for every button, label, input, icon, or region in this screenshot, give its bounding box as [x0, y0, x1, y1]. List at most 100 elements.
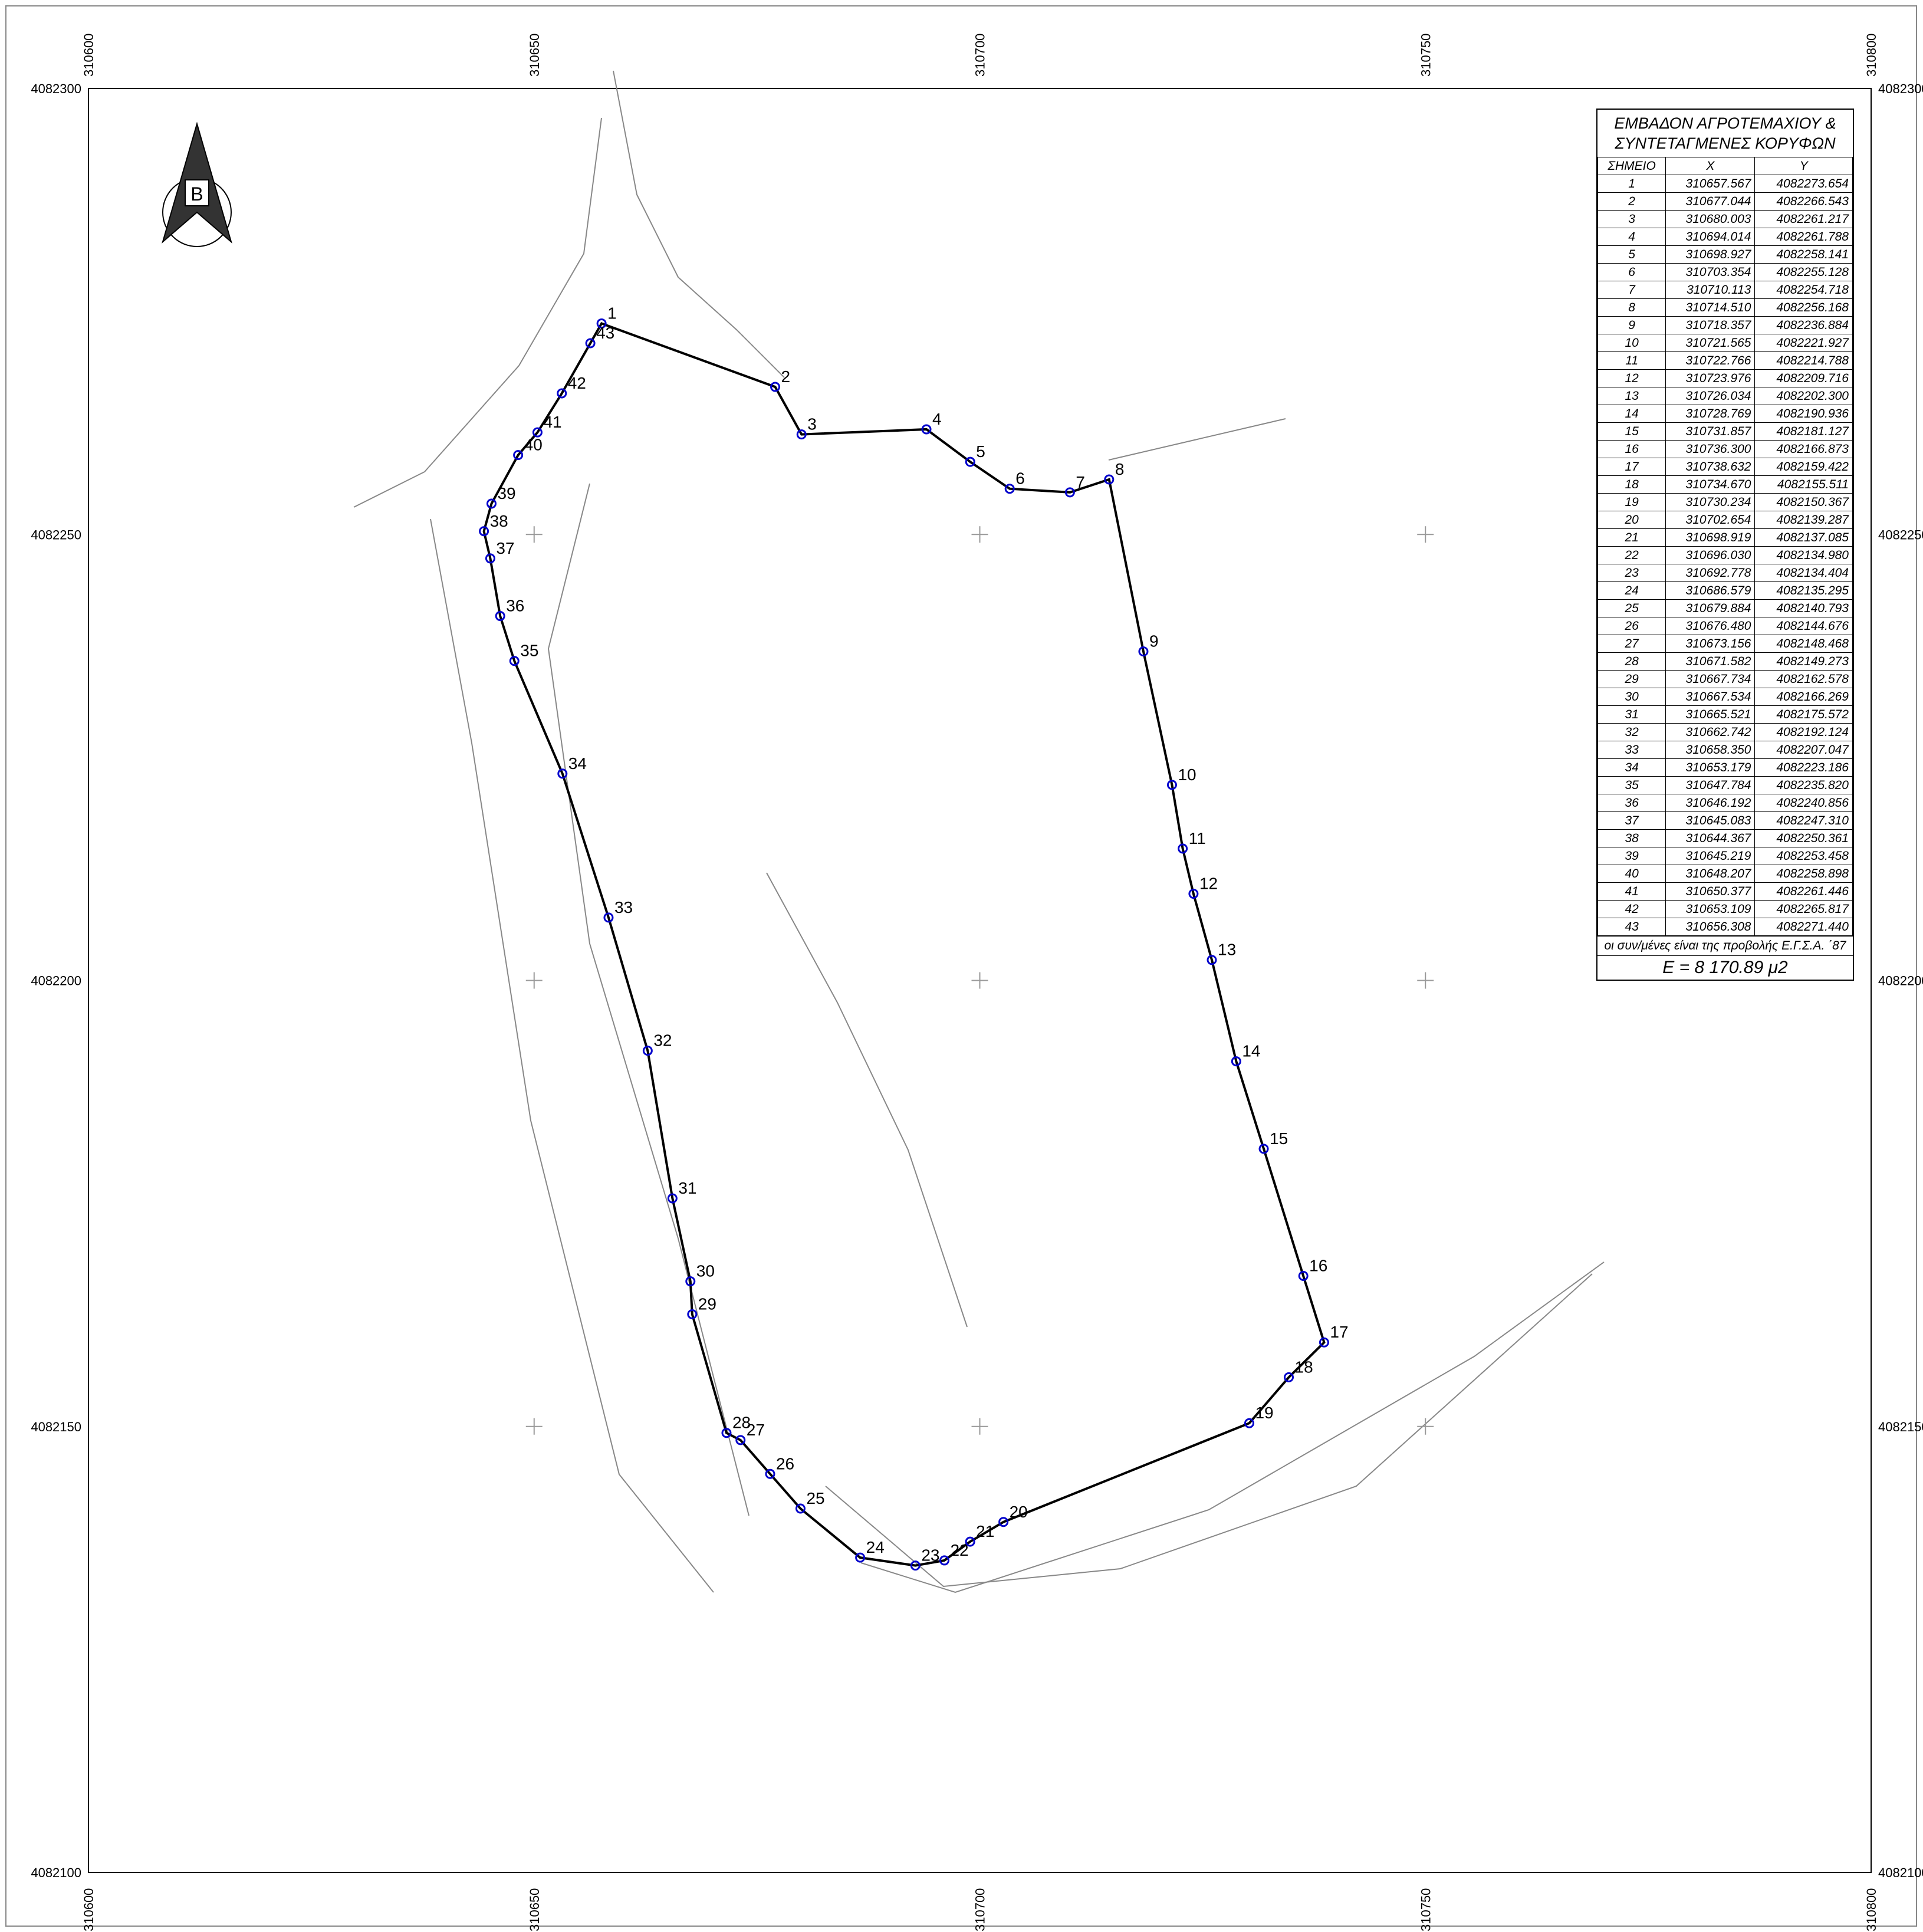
- vertex: [667, 1193, 678, 1204]
- table-cell: 4082266.543: [1754, 192, 1853, 211]
- table-row: 8 310714.510 4082256.168: [1597, 298, 1853, 317]
- table-cell: 7: [1597, 281, 1666, 299]
- table-cell: 310710.113: [1665, 281, 1756, 299]
- table-row: 30 310667.534 4082166.269: [1597, 688, 1853, 706]
- table-cell: 310653.109: [1665, 900, 1756, 918]
- vertex: [1004, 484, 1015, 494]
- table-row: 41 310650.377 4082261.446: [1597, 882, 1853, 901]
- table-cell: 310650.377: [1665, 882, 1756, 901]
- title-line: ΣΥΝΤΕΤΑΓΜΕΝΕΣ ΚΟΡΥΦΩΝ: [1615, 134, 1836, 152]
- x-tick-label: 310600: [81, 34, 96, 77]
- table-cell: 310692.778: [1665, 564, 1756, 582]
- table-cell: 15: [1597, 422, 1666, 441]
- table-cell: 9: [1597, 316, 1666, 334]
- vertex: [965, 456, 975, 467]
- table-row: 3 310680.003 4082261.217: [1597, 210, 1853, 228]
- table-row: 36 310646.192 4082240.856: [1597, 794, 1853, 812]
- table-cell: 21: [1597, 528, 1666, 547]
- vertex-label: 11: [1189, 829, 1206, 847]
- table-cell: 33: [1597, 741, 1666, 759]
- table-cell: 4082166.269: [1754, 688, 1853, 706]
- table-cell: 40: [1597, 865, 1666, 883]
- table-row: 35 310647.784 4082235.820: [1597, 776, 1853, 794]
- vertex: [557, 388, 567, 399]
- table-cell: 310714.510: [1665, 298, 1756, 317]
- table-cell: 13: [1597, 387, 1666, 405]
- table-row: 25 310679.884 4082140.793: [1597, 599, 1853, 617]
- table-cell: 4082254.718: [1754, 281, 1853, 299]
- vertex: [721, 1428, 732, 1438]
- table-cell: 4082162.578: [1754, 670, 1853, 688]
- table-cell: 310680.003: [1665, 210, 1756, 228]
- vertex: [1207, 955, 1217, 965]
- table-cell: 4082255.128: [1754, 263, 1853, 281]
- table-row: 9 310718.357 4082236.884: [1597, 316, 1853, 334]
- table-cell: 310671.582: [1665, 652, 1756, 671]
- table-row: 5 310698.927 4082258.141: [1597, 245, 1853, 264]
- table-row: 16 310736.300 4082166.873: [1597, 440, 1853, 458]
- table-cell: 35: [1597, 776, 1666, 794]
- table-cell: 23: [1597, 564, 1666, 582]
- table-cell: 310723.976: [1665, 369, 1756, 387]
- table-cell: 4082181.127: [1754, 422, 1853, 441]
- table-cell: 310686.579: [1665, 581, 1756, 600]
- vertex-label: 2: [781, 367, 791, 386]
- vertex-label: 13: [1218, 941, 1236, 959]
- grid-cross: [525, 526, 543, 543]
- table-cell: 310658.350: [1665, 741, 1756, 759]
- table-cell: 36: [1597, 794, 1666, 812]
- table-cell: 310644.367: [1665, 829, 1756, 847]
- table-cell: 4082256.168: [1754, 298, 1853, 317]
- table-cell: 4082261.788: [1754, 228, 1853, 246]
- vertex: [765, 1468, 775, 1479]
- north-arrow: B: [162, 121, 232, 247]
- table-cell: 310679.884: [1665, 599, 1756, 617]
- vertex-label: 8: [1115, 460, 1125, 478]
- x-tick-label: 310800: [1864, 34, 1879, 77]
- table-cell: 16: [1597, 440, 1666, 458]
- table-cell: 310665.521: [1665, 705, 1756, 724]
- grid-cross: [1417, 526, 1434, 543]
- table-cell: 4082273.654: [1754, 175, 1853, 193]
- grid-cross: [1417, 1418, 1434, 1435]
- y-tick-label: 4082100: [31, 1865, 81, 1880]
- table-row: 11 310722.766 4082214.788: [1597, 351, 1853, 370]
- column-header: ΣΗΜΕΙΟ: [1597, 157, 1666, 175]
- vertex: [603, 912, 614, 923]
- x-tick-label: 310600: [81, 1888, 96, 1931]
- table-cell: 310702.654: [1665, 511, 1756, 529]
- vertex-label: 27: [747, 1421, 765, 1439]
- table-cell: 310645.083: [1665, 811, 1756, 830]
- table-cell: 4082140.793: [1754, 599, 1853, 617]
- table-cell: 310667.734: [1665, 670, 1756, 688]
- table-cell: 4082235.820: [1754, 776, 1853, 794]
- table-cell: 18: [1597, 475, 1666, 494]
- table-cell: 4082166.873: [1754, 440, 1853, 458]
- vertex: [1188, 889, 1199, 899]
- table-row: 39 310645.219 4082253.458: [1597, 847, 1853, 865]
- vertex: [495, 611, 505, 622]
- table-cell: 41: [1597, 882, 1666, 901]
- table-cell: 5: [1597, 245, 1666, 264]
- vertex: [998, 1517, 1009, 1527]
- x-tick-label: 310750: [1418, 1888, 1433, 1931]
- table-row: 37 310645.083 4082247.310: [1597, 811, 1853, 830]
- vertex: [509, 656, 520, 666]
- vertex: [485, 553, 495, 564]
- title-line: ΕΜΒΑΔΟΝ ΑΓΡΟΤΕΜΑΧΙΟΥ &: [1614, 114, 1836, 132]
- vertex-label: 1: [607, 304, 617, 322]
- vertex: [687, 1309, 698, 1320]
- y-tick-label: 4082300: [31, 81, 81, 96]
- table-cell: 43: [1597, 918, 1666, 936]
- table-cell: 12: [1597, 369, 1666, 387]
- table-row: 15 310731.857 4082181.127: [1597, 422, 1853, 441]
- y-tick-label: 4082250: [1878, 527, 1923, 542]
- table-cell: 310647.784: [1665, 776, 1756, 794]
- table-row: 14 310728.769 4082190.936: [1597, 405, 1853, 423]
- table-cell: 4082261.446: [1754, 882, 1853, 901]
- x-tick-label: 310800: [1864, 1888, 1879, 1931]
- table-cell: 4082139.287: [1754, 511, 1853, 529]
- table-row: 43 310656.308 4082271.440: [1597, 918, 1853, 936]
- vertex-label: 10: [1178, 765, 1196, 784]
